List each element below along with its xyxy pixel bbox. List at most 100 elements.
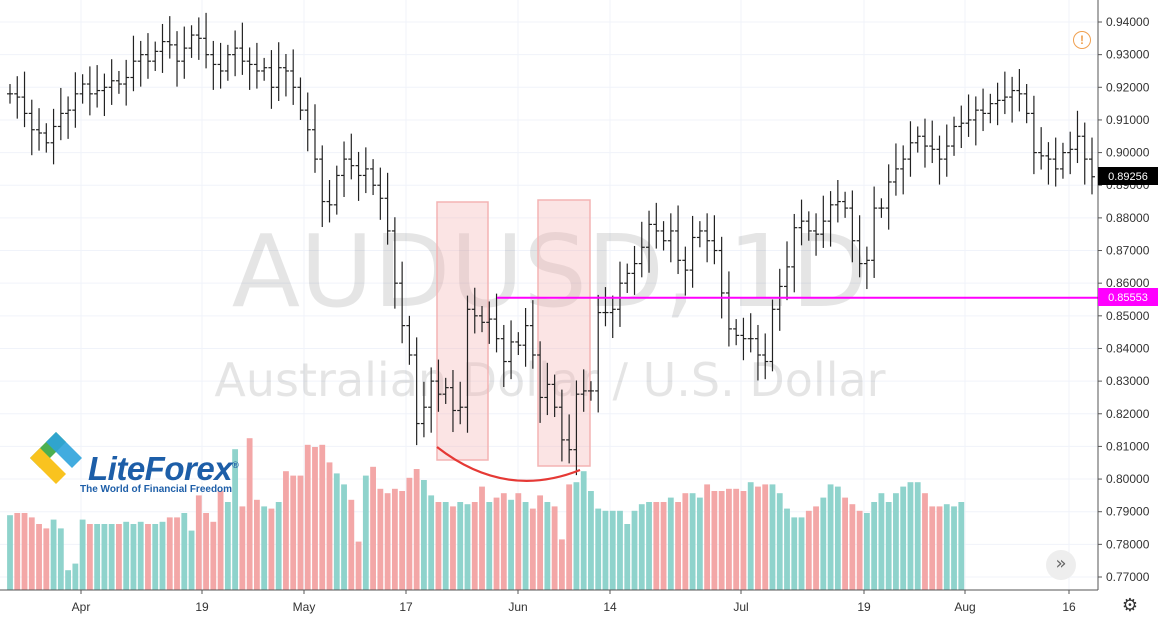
volume-bar (261, 506, 268, 590)
volume-bar (268, 508, 275, 590)
volume-bar (116, 524, 122, 590)
volume-bar (602, 510, 609, 590)
volume-bar (631, 510, 638, 590)
volume-bar (181, 513, 188, 590)
volume-bar (653, 502, 660, 590)
volume-bar (740, 491, 747, 590)
price-tags: 0.89256 0.85553 (1098, 167, 1158, 306)
time-tick-label: 14 (603, 600, 617, 614)
volume-bar (755, 486, 761, 590)
highlight-box (537, 199, 591, 467)
volume-bar (232, 449, 239, 590)
volume-bar (704, 484, 711, 590)
time-axis[interactable]: Apr 19 May 17 Jun 14 Jul 19 Aug 16 (0, 589, 1098, 614)
volume-bar (464, 504, 471, 590)
volume-bar (646, 502, 652, 590)
volume-bar (442, 502, 449, 590)
volume-bar (914, 482, 921, 590)
volume-bar (951, 506, 957, 590)
volume-bar (718, 491, 725, 590)
volume-bar (609, 510, 616, 590)
volume-bar (21, 513, 28, 590)
chart-grid (0, 0, 1098, 590)
volume-bar (297, 475, 304, 590)
volume-bar (341, 484, 347, 590)
volume-bar (304, 444, 311, 590)
volume-bar (57, 528, 64, 590)
volume-bar (333, 473, 340, 590)
volume-bar (355, 541, 362, 590)
price-tick-label: 0.85000 (1106, 309, 1150, 323)
price-tick-label: 0.87000 (1106, 244, 1150, 258)
symbol-watermark: AUDUSD, 1D Australian Dollar / U.S. Doll… (214, 213, 885, 407)
volume-bar (253, 499, 260, 590)
volume-bar (566, 484, 573, 590)
logo-mark-icon (30, 432, 82, 484)
price-tick-label: 0.86000 (1106, 276, 1150, 290)
ohlc-bars (7, 12, 1095, 476)
price-tick-label: 0.90000 (1106, 146, 1150, 160)
volume-bar (842, 497, 849, 590)
drawing-overlays[interactable] (436, 296, 1098, 482)
volume-bar (827, 484, 834, 590)
volume-bar (203, 513, 209, 590)
volume-bar (370, 466, 376, 590)
watermark-description: Australian Dollar / U.S. Dollar (214, 353, 885, 407)
rounded-bottom-arc (436, 446, 581, 482)
volume-bar (726, 488, 732, 590)
volume-bar (384, 493, 391, 590)
price-tick-label: 0.78000 (1106, 537, 1150, 551)
price-tick-label: 0.80000 (1106, 472, 1150, 486)
volume-bar (174, 517, 180, 590)
price-tick-label: 0.94000 (1106, 15, 1150, 29)
last-price-label: 0.89256 (1108, 171, 1148, 183)
price-tick-label: 0.81000 (1106, 439, 1150, 453)
time-tick-label: 19 (195, 600, 209, 614)
volume-bar (624, 524, 631, 590)
volume-bar (820, 497, 827, 590)
volume-bar (428, 495, 435, 590)
volume-bar (522, 502, 529, 590)
volume-bar (544, 502, 551, 590)
volume-bar (747, 482, 754, 590)
volume-bar (689, 493, 696, 590)
double-chevron-right-icon: » (1055, 553, 1067, 574)
volume-bar (152, 524, 159, 590)
scroll-to-realtime-button[interactable]: » (1046, 550, 1076, 580)
volume-bar (805, 510, 812, 590)
volume-bar (580, 471, 587, 590)
volume-bar (762, 484, 769, 590)
volume-bar (776, 493, 783, 590)
volume-bar (72, 563, 79, 590)
volume-bar (399, 491, 406, 590)
price-tick-label: 0.84000 (1106, 341, 1150, 355)
price-tick-label: 0.82000 (1106, 407, 1150, 421)
time-tick-label: 19 (857, 600, 871, 614)
volume-bar (130, 524, 137, 590)
gear-icon[interactable]: ⚙ (1121, 595, 1139, 616)
volume-bar (929, 506, 936, 590)
volume-bars (7, 438, 965, 590)
price-axis[interactable]: 0.77000 0.78000 0.79000 0.80000 0.81000 0.820… (1097, 0, 1150, 590)
volume-bar (471, 502, 478, 590)
volume-bar (94, 524, 101, 590)
volume-bar (856, 510, 863, 590)
volume-bar (784, 508, 790, 590)
volume-bar (515, 493, 522, 590)
volume-bar (290, 475, 297, 590)
volume-bar (813, 506, 819, 590)
volume-bar (145, 524, 151, 590)
resistance-price-tag (1098, 288, 1158, 306)
volume-bar (638, 504, 645, 590)
volume-bar (312, 447, 318, 590)
alert-circle-icon[interactable]: ! (1073, 31, 1091, 49)
volume-bar (319, 444, 326, 590)
volume-bar (435, 502, 442, 590)
volume-bar (834, 486, 841, 590)
volume-bar (210, 521, 217, 590)
volume-bar (457, 502, 464, 590)
volume-bar (711, 491, 718, 590)
volume-bar (28, 517, 35, 590)
